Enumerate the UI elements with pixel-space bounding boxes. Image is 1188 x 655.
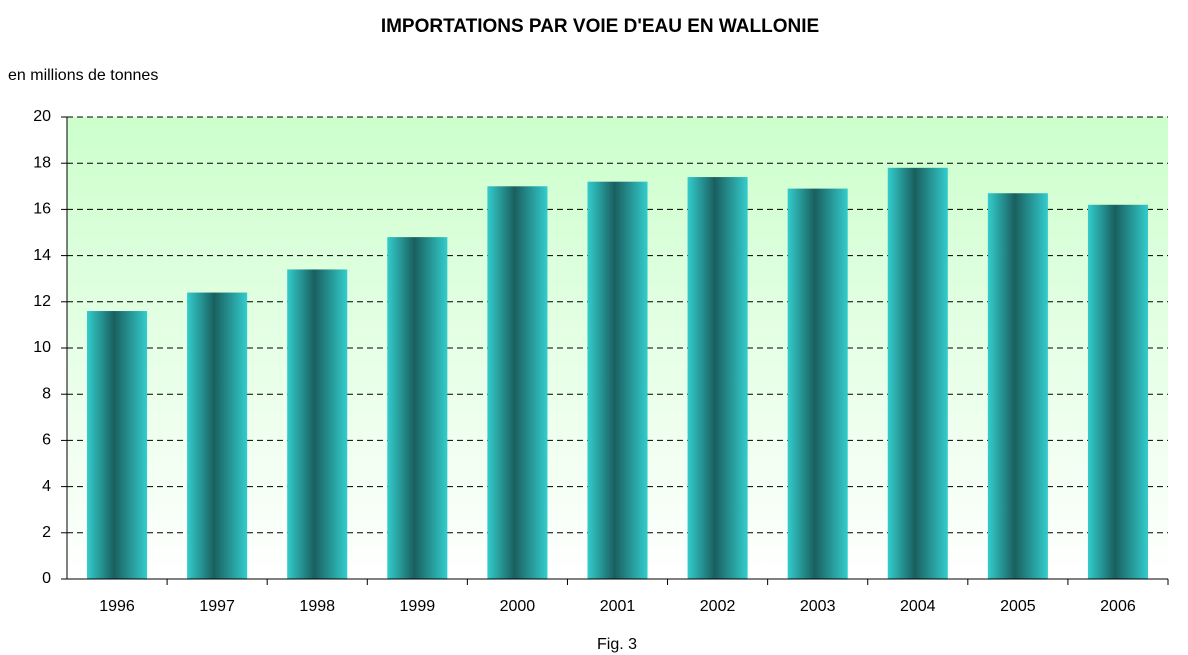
y-axis-label: en millions de tonnes	[8, 67, 158, 84]
bar	[387, 237, 448, 579]
x-tick-label: 1999	[400, 598, 436, 615]
bar	[87, 311, 148, 579]
x-tick-label: 1997	[199, 598, 235, 615]
x-tick-label: 2002	[700, 598, 736, 615]
bar	[1087, 204, 1148, 579]
bar	[987, 193, 1048, 580]
bar	[287, 269, 348, 579]
y-tick-label: 18	[33, 154, 51, 171]
y-tick-label: 6	[42, 432, 51, 449]
y-tick-label: 4	[42, 478, 51, 495]
y-tick-label: 20	[33, 108, 51, 125]
y-tick-label: 12	[33, 293, 51, 310]
bar	[687, 177, 748, 579]
y-tick-label: 2	[42, 524, 51, 541]
bar	[487, 186, 548, 580]
bar	[587, 181, 648, 579]
bar	[787, 188, 848, 580]
x-tick-label: 2005	[1000, 598, 1036, 615]
y-tick-label: 16	[33, 201, 51, 218]
x-tick-label: 2006	[1100, 598, 1136, 615]
y-tick-label: 8	[42, 385, 51, 402]
y-tick-label: 10	[33, 339, 51, 356]
chart-title: IMPORTATIONS PAR VOIE D'EAU EN WALLONIE	[381, 16, 819, 37]
x-tick-label: 2001	[600, 598, 636, 615]
y-tick-label: 14	[33, 247, 51, 264]
bar	[887, 167, 948, 579]
bar	[187, 292, 248, 579]
y-tick-label: 0	[42, 570, 51, 587]
caption: Fig. 3	[597, 636, 637, 653]
x-tick-label: 1998	[299, 598, 335, 615]
x-tick-label: 2000	[500, 598, 536, 615]
x-tick-label: 2003	[800, 598, 836, 615]
x-tick-label: 1996	[99, 598, 135, 615]
x-tick-label: 2004	[900, 598, 936, 615]
